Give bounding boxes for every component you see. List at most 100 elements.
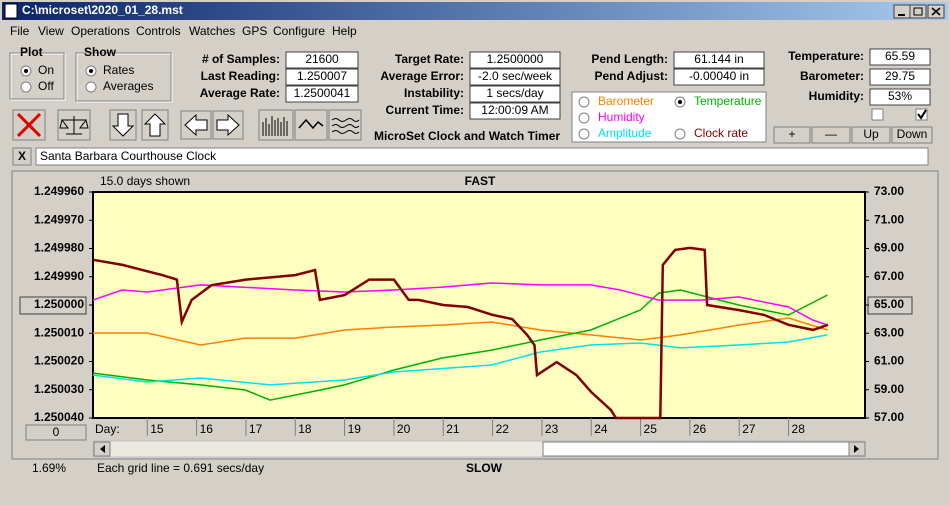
y2-tick-label: 59.00 [874, 382, 904, 396]
field-box [673, 68, 765, 86]
field-label: Current Time: [386, 103, 464, 117]
field-label: Humidity: [809, 89, 864, 103]
toolbar [12, 109, 362, 141]
show-option: Rates [103, 63, 134, 77]
legend-label: Barometer [598, 94, 654, 108]
y2-tick-label: 73.00 [874, 184, 904, 198]
plot-option: Off [38, 79, 54, 93]
series-line [92, 282, 828, 326]
plot-radio-dot [24, 69, 28, 73]
x-axis-label: Day: [95, 422, 120, 436]
x-tick-label: 17 [249, 422, 263, 436]
menu-item[interactable]: Watches [189, 24, 235, 38]
field-value: 1.2500000 [487, 52, 544, 66]
x-tick-label: 27 [742, 422, 756, 436]
plot-area [92, 191, 866, 419]
menu-item[interactable]: Controls [136, 24, 181, 38]
plot-label: Plot [20, 45, 43, 59]
plot-radio[interactable] [20, 81, 32, 93]
menu-item[interactable]: Operations [71, 24, 130, 38]
adjust-button-label: Down [897, 127, 928, 141]
bars-button[interactable] [258, 109, 294, 141]
y2-tick-label: 67.00 [874, 269, 904, 283]
offset-label: 0 [53, 425, 60, 439]
field-box [285, 51, 359, 69]
menu-item[interactable]: Configure [273, 24, 325, 38]
y-tick-label: 1.249980 [34, 241, 84, 255]
y-tick-label: 1.250010 [34, 325, 84, 339]
y-tick-label: 1.249970 [34, 212, 84, 226]
field-value: 1 secs/day [486, 86, 543, 100]
legend-label: Temperature [694, 94, 762, 108]
adjust-button[interactable] [773, 126, 811, 144]
field-value: -2.0 sec/week [478, 69, 553, 83]
show-radio-dot [89, 69, 93, 73]
window-title: C:\microset\2020_01_28.mst [22, 3, 183, 17]
scroll-thumb[interactable] [542, 441, 850, 457]
offset-button[interactable] [25, 424, 87, 441]
adjust-button[interactable] [891, 126, 933, 144]
y2-tick-label: 69.00 [874, 241, 904, 255]
field-box [869, 68, 931, 86]
menu-item[interactable]: Help [332, 24, 357, 38]
field-label: Target Rate: [395, 52, 464, 66]
plot-box [10, 53, 66, 101]
legend-radio[interactable] [578, 128, 590, 140]
app-icon [4, 3, 18, 19]
y-tick-label: 1.249960 [34, 184, 84, 198]
x-tick-label: 25 [644, 422, 658, 436]
app-title: MicroSet Clock and Watch Timer [374, 129, 560, 143]
field-label: Temperature: [788, 49, 864, 63]
y2-tick-label: 61.00 [874, 354, 904, 368]
legend-radio-dot [678, 100, 682, 104]
plot-box-edge [9, 52, 65, 100]
adjust-button[interactable] [811, 126, 851, 144]
grid-note: Each grid line = 0.691 secs/day [97, 461, 264, 475]
series-line [92, 246, 829, 420]
field-value: 61.144 in [694, 52, 743, 66]
show-box-edge [75, 52, 172, 102]
x-tick-label: 22 [496, 422, 510, 436]
y-tick-label: 1.250030 [34, 382, 84, 396]
adjust-button-label: — [825, 127, 837, 141]
menu-item[interactable]: File [10, 24, 30, 38]
show-box [76, 53, 173, 103]
adjust-button[interactable] [851, 126, 891, 144]
window-controls [893, 4, 945, 19]
minimize[interactable] [893, 4, 911, 19]
clock-name-field[interactable] [35, 147, 929, 166]
field-box [469, 51, 561, 69]
legend-label: Amplitude [598, 126, 652, 140]
title-bar [2, 2, 948, 20]
show-label: Show [84, 45, 117, 59]
days-shown: 15.0 days shown [100, 174, 190, 188]
x-tick-label: 26 [693, 422, 707, 436]
close-clock-button[interactable] [12, 147, 32, 166]
x-tick-label: 15 [150, 422, 164, 436]
menu-item[interactable]: GPS [242, 24, 267, 38]
x-tick-label: 28 [792, 422, 806, 436]
show-radio[interactable] [85, 81, 97, 93]
show-option: Averages [103, 79, 153, 93]
field-label: Average Error: [380, 69, 464, 83]
field-box [673, 51, 765, 69]
legend-label: Humidity [598, 110, 645, 124]
field-box [469, 68, 561, 86]
series-line [92, 289, 828, 401]
legend-radio[interactable] [674, 128, 686, 140]
checkbox[interactable] [871, 108, 884, 121]
field-box [285, 85, 359, 103]
ytick-button[interactable] [19, 296, 87, 315]
legend-radio[interactable] [578, 112, 590, 124]
field-box [869, 88, 931, 106]
x-tick-label: 20 [397, 422, 411, 436]
clock-name: Santa Barbara Courthouse Clock [40, 149, 217, 163]
checkbox[interactable] [915, 108, 928, 121]
legend-radio[interactable] [578, 96, 590, 108]
menu-item[interactable]: View [38, 24, 64, 38]
y-tick-label: 1.250000 [34, 297, 84, 311]
percent: 1.69% [32, 461, 66, 475]
maximize[interactable] [909, 4, 927, 19]
